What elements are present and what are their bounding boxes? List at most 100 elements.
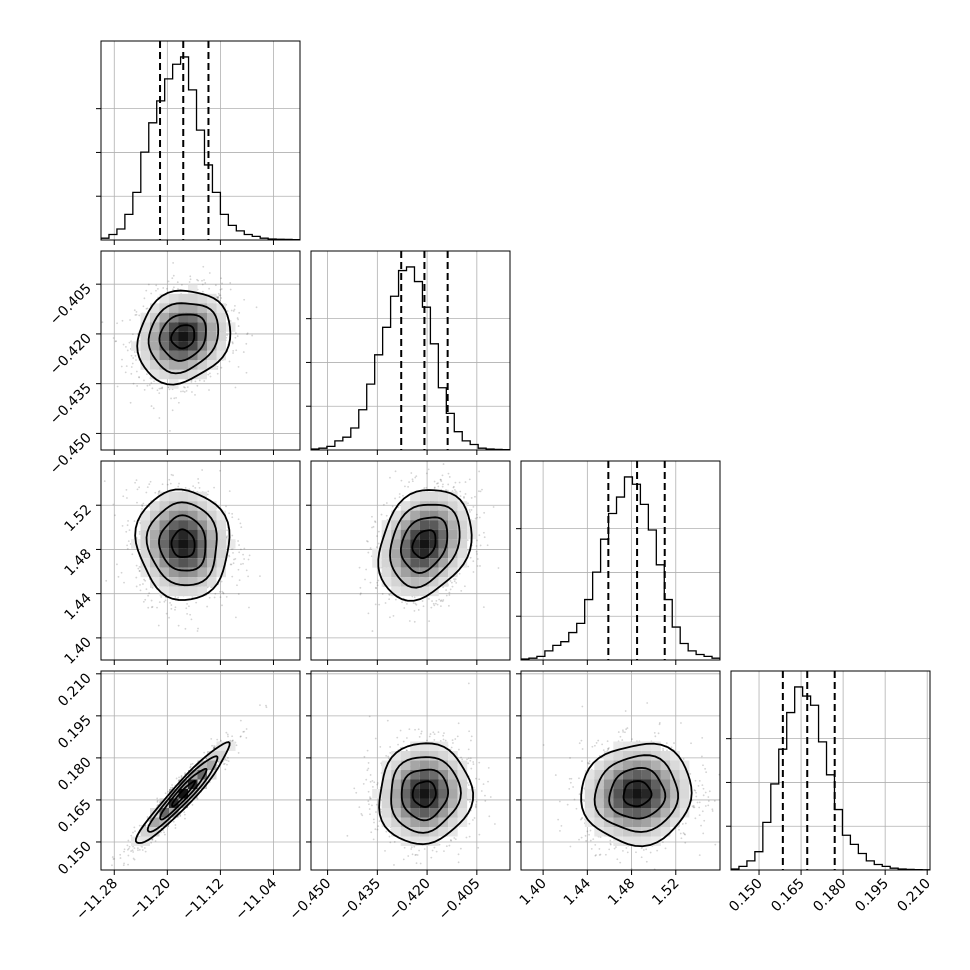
density-cell (169, 529, 179, 540)
scatter-point (445, 589, 448, 591)
density-cell (169, 303, 179, 313)
density-cell (400, 586, 411, 597)
scatter-point (128, 529, 131, 532)
density-cell (178, 586, 189, 597)
density-cell (178, 567, 189, 578)
scatter-point (189, 275, 192, 278)
scatter-point (158, 601, 161, 604)
panel-3-0: −11.28 −11.20 −11.12 −11.040.1500.1650.1800… (55, 670, 301, 923)
density-cell (372, 548, 382, 559)
scatter-point (203, 380, 206, 382)
scatter-point (201, 290, 204, 293)
scatter-point (144, 598, 147, 601)
scatter-point (168, 478, 171, 481)
scatter-point (161, 387, 164, 390)
scatter-point (237, 318, 239, 321)
scatter-point (135, 479, 138, 482)
density-cell (391, 548, 401, 559)
scatter-point (389, 476, 391, 479)
scatter-point (382, 503, 385, 506)
scatter-point (184, 817, 186, 820)
density-cell (419, 548, 430, 559)
scatter-point (371, 526, 373, 529)
density-cell (207, 303, 217, 313)
scatter-point (161, 483, 164, 486)
scatter-point (211, 586, 214, 589)
density-cell (438, 520, 449, 530)
scatter-point (474, 517, 477, 520)
scatter-point (151, 838, 154, 840)
scatter-point (231, 735, 234, 738)
scatter-point (367, 612, 370, 615)
density-cell (419, 539, 430, 549)
scatter-point (229, 282, 232, 284)
scatter-point (177, 288, 179, 290)
density-cell (216, 331, 227, 342)
density-cell (216, 312, 227, 323)
scatter-point (447, 472, 450, 475)
density-cell (448, 529, 458, 540)
density-cell (159, 369, 170, 380)
scatter-point (238, 579, 241, 582)
density-cell (457, 510, 468, 521)
density-cell (169, 341, 179, 351)
scatter-point (442, 599, 445, 601)
scatter-point (172, 474, 174, 477)
y-tick-label: −0.435 (47, 380, 95, 428)
density-cell (140, 331, 151, 342)
scatter-point (439, 605, 442, 608)
density-cell (159, 350, 170, 361)
density-cell (169, 360, 179, 370)
density-cell (448, 558, 458, 568)
scatter-point (401, 601, 403, 604)
scatter-point (169, 786, 172, 789)
density-cell (419, 558, 430, 568)
scatter-point (449, 580, 452, 582)
scatter-point (139, 583, 141, 586)
scatter-point (219, 288, 222, 291)
scatter-point (218, 294, 221, 297)
scatter-point (170, 607, 173, 610)
scatter-point (133, 309, 136, 312)
scatter-point (208, 596, 211, 599)
density-cell (140, 529, 151, 540)
scatter-point (138, 314, 141, 317)
scatter-point (183, 386, 185, 388)
scatter-point (459, 495, 462, 498)
scatter-point (217, 296, 220, 299)
scatter-point (402, 494, 404, 497)
density-cell (429, 577, 439, 587)
density-cell (216, 520, 227, 530)
density-cell (410, 529, 420, 540)
scatter-point (132, 851, 135, 853)
scatter-point (376, 535, 378, 537)
scatter-point (167, 280, 170, 283)
scatter-point (180, 390, 182, 393)
density-cell (159, 341, 170, 351)
scatter-point (408, 620, 411, 622)
scatter-point (483, 511, 486, 514)
scatter-point (388, 594, 391, 596)
scatter-point (243, 558, 246, 560)
scatter-point (453, 580, 456, 583)
density-cell (400, 567, 411, 578)
scatter-point (435, 599, 438, 602)
scatter-point (136, 385, 139, 387)
scatter-point (191, 445, 193, 447)
density-cell (197, 360, 208, 370)
contour-2 (158, 514, 207, 572)
scatter-point (523, 538, 525, 540)
scatter-point (191, 596, 194, 599)
scatter-point (380, 513, 383, 516)
scatter-point (411, 478, 414, 481)
density-cell (169, 350, 179, 361)
scatter-point (103, 480, 106, 483)
scatter-point (135, 585, 138, 588)
scatter-point (243, 547, 246, 550)
density-cell (178, 312, 189, 323)
scatter-point (216, 367, 219, 370)
scatter-point (146, 384, 149, 387)
scatter-point (242, 562, 244, 565)
density-cell (429, 510, 439, 521)
density-cell (178, 520, 189, 530)
